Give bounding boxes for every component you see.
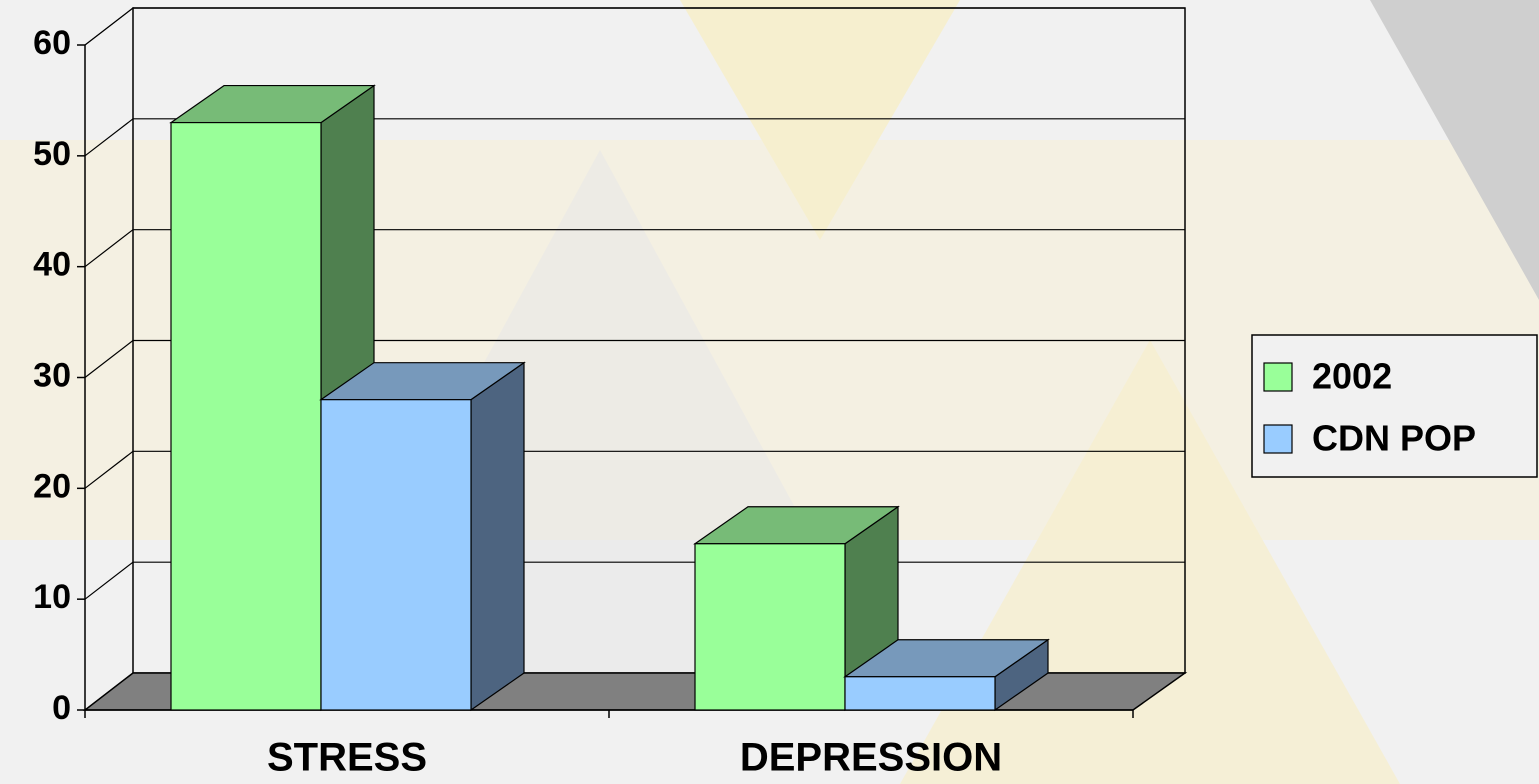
bar [170, 121, 322, 711]
y-tick-label: 20 [33, 467, 71, 505]
x-tick-label: DEPRESSION [740, 736, 1002, 780]
y-tick-label: 10 [33, 578, 71, 616]
y-tick-label: 60 [33, 24, 71, 62]
legend-label: 2002 [1312, 356, 1392, 397]
x-tick-label: STRESS [267, 736, 427, 780]
grid-line [84, 229, 1185, 268]
y-tick-label: 0 [52, 689, 71, 727]
bg-triangle [680, 0, 960, 240]
bar [844, 676, 996, 711]
grid-line [84, 339, 1185, 378]
grid-line [84, 7, 1185, 46]
y-tick-label: 50 [33, 135, 71, 173]
bar-side [470, 361, 525, 712]
y-tick-label: 30 [33, 356, 71, 394]
legend [1251, 334, 1538, 478]
bar [694, 543, 846, 711]
legend-swatch [1263, 424, 1293, 454]
bar [320, 399, 472, 711]
grid-line [84, 450, 1185, 489]
y-tick-label: 40 [33, 246, 71, 284]
grid-line [84, 118, 1185, 157]
bg-triangle [1150, 0, 1539, 300]
legend-label: CDN POP [1312, 418, 1476, 459]
legend-swatch [1263, 362, 1293, 392]
